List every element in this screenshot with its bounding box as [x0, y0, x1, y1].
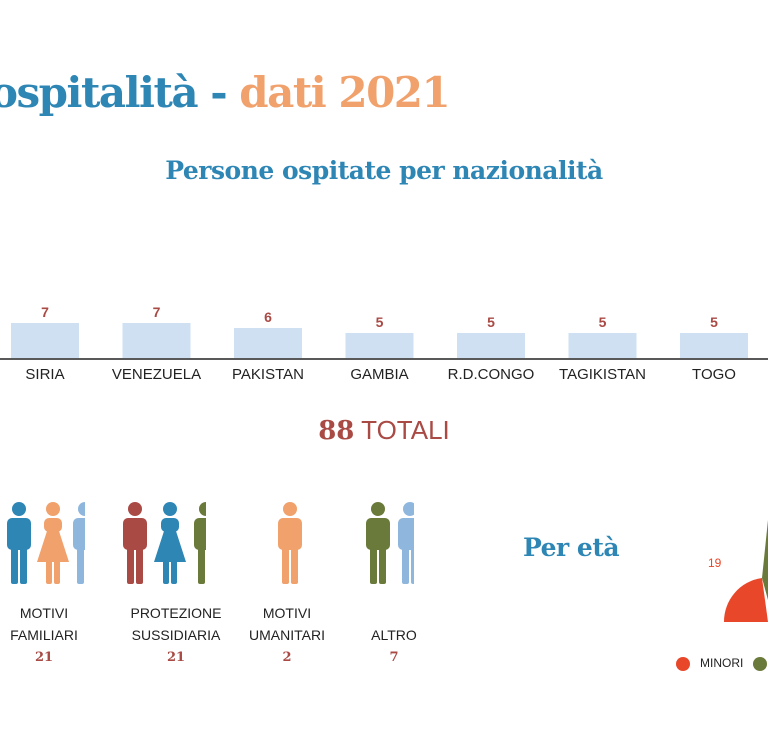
bar	[568, 333, 637, 358]
total-number: 88	[318, 416, 355, 446]
permit-group-1-icons	[0, 500, 85, 590]
bar-value-label: 5	[710, 314, 718, 330]
category-label: VENEZUELA	[112, 366, 201, 383]
pie-slice-other	[762, 520, 768, 600]
permit-caption-line2: UMANITARI	[249, 627, 325, 643]
permit-caption-line1: MOTIVI	[262, 605, 312, 621]
person-icon	[154, 502, 186, 584]
page-title: ospitalità - dati 2021	[0, 68, 451, 117]
pie-slice-minori	[723, 578, 768, 622]
permit-caption-line1: PROTEZIONE	[130, 605, 222, 621]
bar-value-label: 5	[376, 314, 384, 330]
permit-caption-2: PROTEZIONE SUSSIDIARIA	[116, 602, 236, 646]
category-label: TOGO	[692, 366, 736, 383]
bar	[234, 328, 302, 358]
person-icon	[194, 502, 206, 584]
age-pie-chart	[723, 520, 768, 622]
bar	[122, 323, 191, 358]
person-icon	[37, 502, 69, 584]
person-icon	[366, 502, 390, 584]
bar-chart-title: Persone ospitate per nazionalità	[165, 156, 603, 185]
permit-group-4-icons	[360, 500, 414, 590]
person-icon	[278, 502, 302, 584]
permit-count-1: 21	[34, 650, 54, 665]
category-label: SIRIA	[25, 366, 64, 383]
person-icon	[7, 502, 31, 584]
permit-caption-1: MOTIVI FAMILIARI	[0, 602, 104, 646]
bar	[680, 333, 748, 358]
category-label: R.D.CONGO	[448, 366, 535, 383]
bar-value-label: 6	[264, 309, 272, 325]
permit-caption-line2: SUSSIDIARIA	[131, 627, 221, 643]
total-label: TOTALI	[361, 415, 450, 445]
person-icon	[123, 502, 147, 584]
permit-group-3-icons	[272, 500, 312, 590]
bar	[457, 333, 525, 358]
legend-dot-other	[753, 657, 767, 671]
permit-caption-line2: FAMILIARI	[10, 627, 78, 643]
permit-caption-line1: ALTRO	[371, 627, 417, 643]
page-title-part1: ospitalità -	[0, 68, 240, 117]
permit-caption-4: ALTRO	[334, 624, 454, 646]
legend-label-minori: MINORI	[700, 656, 744, 670]
nationality-bar-chart: 7 SIRIA 7 VENEZUELA 6 PAKISTAN 5 GAMBIA 5 R.D.CON…	[0, 304, 768, 383]
person-icon	[398, 502, 414, 584]
bar	[345, 333, 414, 358]
permit-caption-line1: MOTIVI	[19, 605, 69, 621]
total-count: 88 TOTALI	[0, 415, 768, 446]
category-label: GAMBIA	[350, 366, 408, 383]
permit-caption-3: MOTIVI UMANITARI	[227, 602, 347, 646]
category-label: PAKISTAN	[232, 366, 304, 383]
person-icon	[73, 502, 85, 584]
legend-dot-minori	[676, 657, 690, 671]
bar-value-label: 7	[41, 304, 49, 320]
category-label: TAGIKISTAN	[559, 366, 646, 383]
permit-count-4: 7	[389, 650, 399, 665]
bar-value-label: 5	[487, 314, 495, 330]
bar-value-label: 7	[153, 304, 161, 320]
bar-value-label: 5	[599, 314, 607, 330]
permit-group-2-icons	[118, 500, 206, 590]
pie-value-label: 19	[708, 556, 722, 570]
bar	[11, 323, 79, 358]
page-title-part2: dati 2021	[239, 68, 450, 117]
age-chart-title: Per età	[523, 533, 620, 562]
permit-count-2: 21	[166, 650, 186, 665]
permit-count-3: 2	[282, 650, 292, 665]
